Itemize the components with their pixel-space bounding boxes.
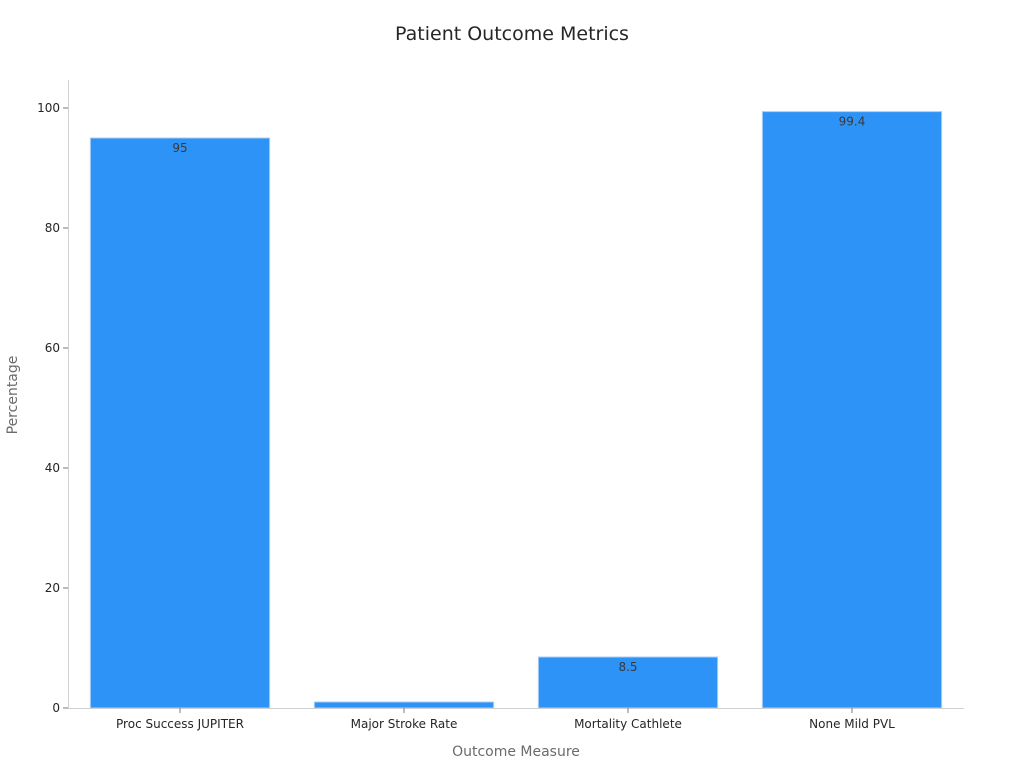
x-tick-label-2: Mortality Cathlete [574,717,682,731]
y-tick-label-4: 80 [45,221,60,235]
x-tick-label-3: None Mild PVL [809,717,895,731]
y-axis-title: Percentage [5,356,21,435]
chart-title: Patient Outcome Metrics [395,23,629,45]
y-tick-label-1: 20 [45,581,60,595]
bar-1 [313,701,495,709]
y-tick-label-5: 100 [37,101,60,115]
bar-3 [761,111,943,709]
bar-value-label-3: 99.4 [839,115,866,129]
y-tick-label-3: 60 [45,341,60,355]
bar-0 [89,137,271,709]
y-tick-label-0: 0 [52,701,60,715]
y-tick-label-2: 40 [45,461,60,475]
bar-2 [537,656,719,709]
value-labels-group: 95 8.5 99.4 [172,115,865,674]
x-tick-label-1: Major Stroke Rate [351,717,458,731]
x-axis-title: Outcome Measure [452,744,580,760]
y-axis-ticks: 0 20 40 60 80 100 [37,101,68,715]
x-tick-label-0: Proc Success JUPITER [116,717,244,731]
x-axis-ticks: Proc Success JUPITER Major Stroke Rate Mor… [116,708,895,731]
bar-value-label-2: 8.5 [618,660,637,674]
bars-group [89,111,943,709]
bar-value-label-0: 95 [172,141,187,155]
